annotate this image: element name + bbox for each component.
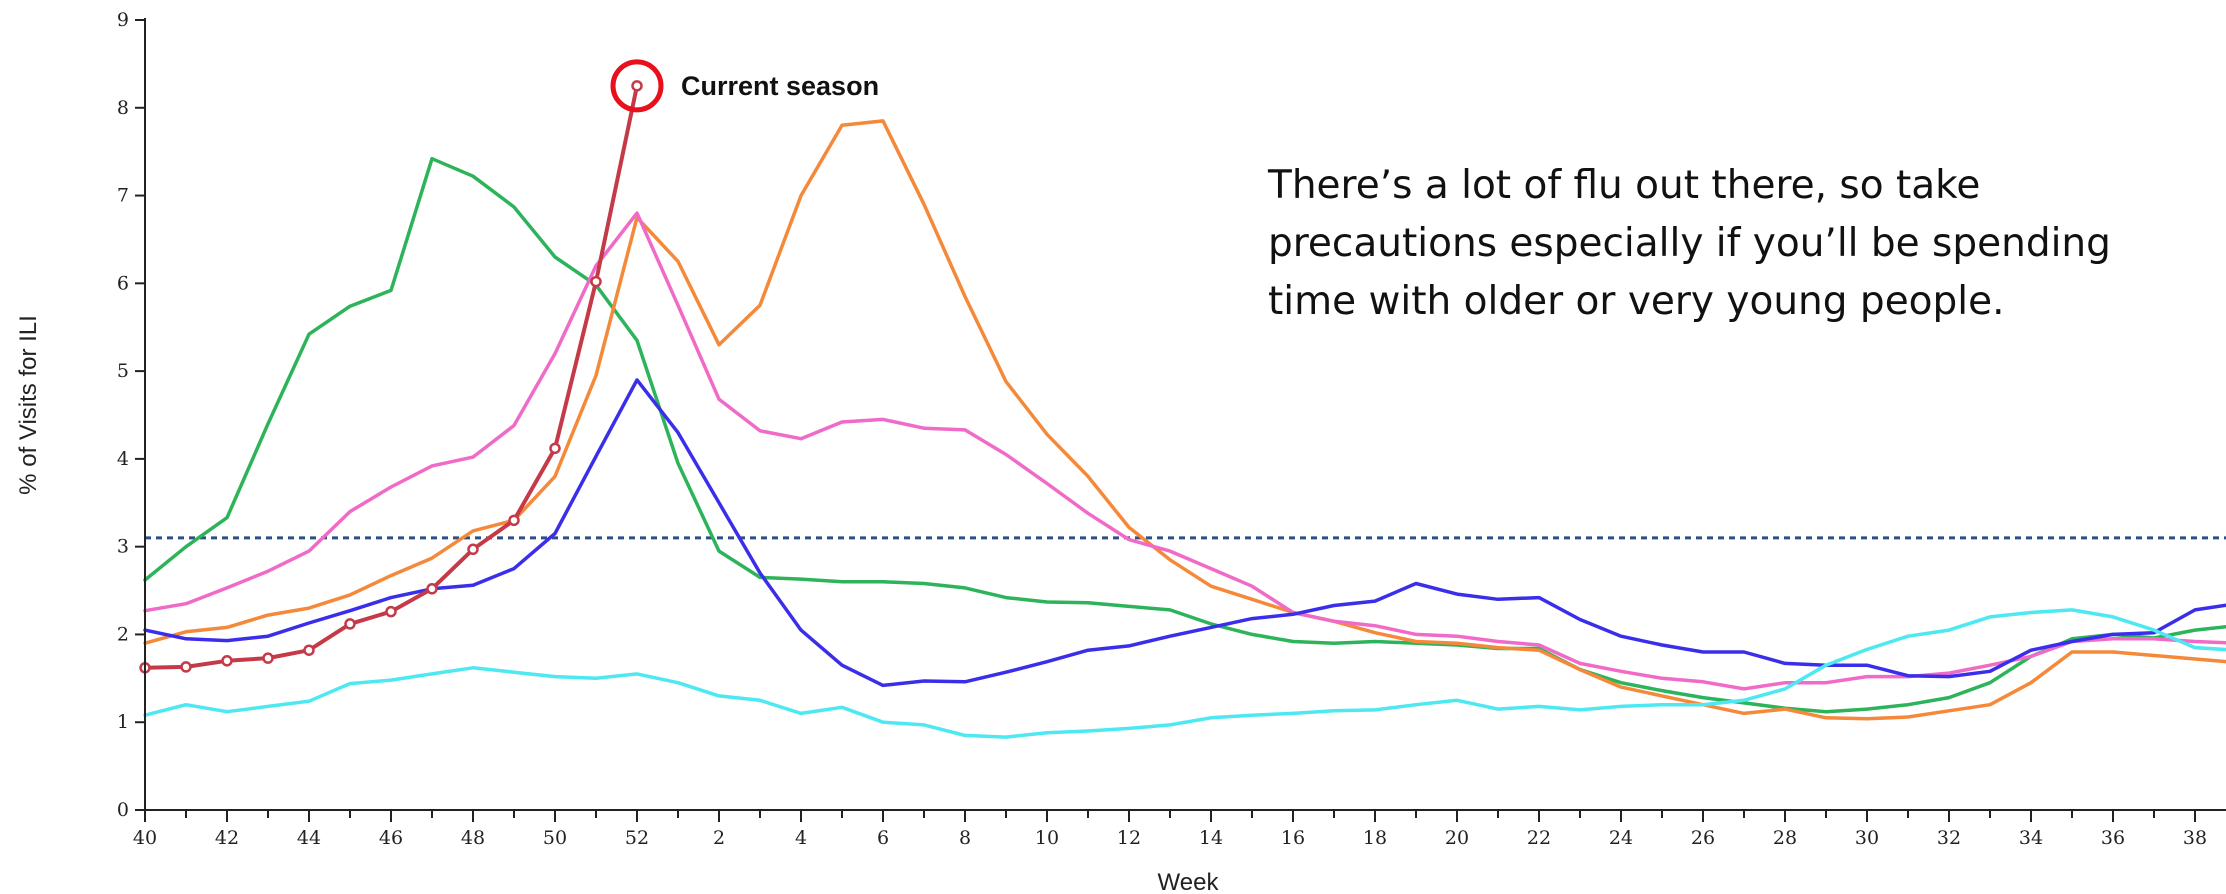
- y-tick-label: 2: [117, 623, 129, 645]
- note-line-2: precautions especially if you’ll be spen…: [1268, 221, 2111, 266]
- x-tick-label: 46: [379, 827, 403, 849]
- x-tick-label: 48: [461, 827, 485, 849]
- current-season-point: [467, 543, 479, 556]
- x-tick-label: 38: [2183, 827, 2207, 849]
- past-season-line: [143, 156, 2226, 714]
- current-season-point: [344, 618, 356, 630]
- x-tick-label: 16: [1281, 827, 1305, 849]
- x-axis-title: Week: [1158, 869, 1220, 894]
- current-season-point: [631, 80, 643, 92]
- x-tick-label: 2: [713, 827, 725, 849]
- current-season-label: Current season: [681, 71, 879, 101]
- note-line-1: There’s a lot of flu out there, so take: [1267, 163, 1980, 208]
- y-tick-label: 6: [117, 272, 129, 294]
- x-tick-label: 42: [215, 827, 239, 849]
- x-tick-label: 40: [133, 827, 157, 849]
- y-tick-label: 9: [117, 9, 129, 31]
- x-tick-label: 24: [1609, 827, 1633, 849]
- past-season-line: [143, 608, 2226, 739]
- x-tick-label: 10: [1035, 827, 1059, 849]
- x-tick-label: 14: [1199, 827, 1223, 849]
- current-season-highlight-ring: [610, 59, 664, 113]
- y-tick-label: 8: [117, 97, 129, 119]
- current-season-point: [508, 514, 520, 527]
- x-tick-label: 52: [625, 827, 649, 849]
- current-season-point: [385, 605, 397, 618]
- y-tick-label: 7: [117, 185, 129, 207]
- x-tick-label: 4: [795, 827, 807, 849]
- y-tick-label: 3: [117, 536, 129, 558]
- x-tick-label: 8: [959, 827, 971, 849]
- y-tick-label: 1: [117, 711, 129, 733]
- x-tick-label: 26: [1691, 827, 1715, 849]
- current-season-point: [180, 661, 192, 673]
- x-tick-label: 50: [543, 827, 567, 849]
- current-season-line: [143, 83, 639, 670]
- x-tick-label: 20: [1445, 827, 1469, 849]
- x-tick-label: 22: [1527, 827, 1551, 849]
- x-tick-label: 6: [877, 827, 889, 849]
- x-tick-label: 12: [1117, 827, 1141, 849]
- y-tick-label: 4: [117, 448, 129, 470]
- y-tick-label: 0: [117, 799, 129, 821]
- x-tick-label: 44: [297, 827, 321, 849]
- current-season-point: [262, 652, 274, 664]
- y-tick-label: 5: [117, 360, 129, 382]
- past-season-line: [143, 119, 2226, 721]
- x-tick-label: 36: [2101, 827, 2125, 849]
- series-layer: [139, 80, 2226, 739]
- x-tick-label: 28: [1773, 827, 1797, 849]
- y-axis-title: % of Visits for ILI: [15, 315, 42, 495]
- current-season-point: [221, 655, 233, 667]
- current-season-point: [590, 275, 602, 288]
- past-season-line: [143, 378, 2226, 688]
- note-line-3: time with older or very young people.: [1268, 279, 2005, 324]
- current-season-point: [426, 583, 438, 595]
- x-tick-label: 30: [1855, 827, 1879, 849]
- x-tick-label: 18: [1363, 827, 1387, 849]
- x-tick-label: 34: [2019, 827, 2043, 849]
- note-text-block: There’s a lot of flu out there, so take …: [1267, 163, 2111, 324]
- x-tick-label: 32: [1937, 827, 1961, 849]
- current-season-point: [549, 442, 561, 455]
- current-season-point: [303, 644, 315, 656]
- past-season-line: [143, 211, 2226, 691]
